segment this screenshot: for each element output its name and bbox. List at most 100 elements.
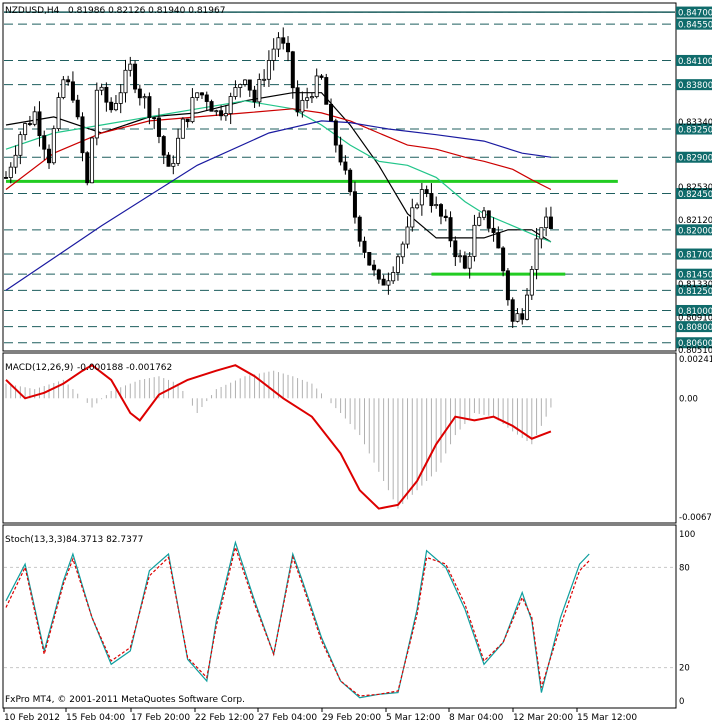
candle-body xyxy=(453,240,458,258)
candle-body xyxy=(510,299,515,322)
price-tick-label: 0.82530 xyxy=(678,183,712,193)
stoch-tick-label: 80 xyxy=(679,563,690,573)
time-label: 15 Feb 04:00 xyxy=(66,713,125,723)
candle-body xyxy=(262,78,267,81)
candle-body xyxy=(496,232,501,249)
stoch-tick-label: 0 xyxy=(679,697,684,707)
candle-body xyxy=(118,92,123,104)
time-axis: 10 Feb 2012 15 Feb 04:00 17 Feb 20:00 22 Fe… xyxy=(3,708,637,723)
candle-body xyxy=(381,278,386,286)
price-label: 0.81450 xyxy=(678,271,712,281)
price-label: 0.84550 xyxy=(678,21,712,31)
candle-body xyxy=(400,243,405,258)
candle-body xyxy=(405,226,410,245)
price-label: 0.83250 xyxy=(678,126,712,136)
candle-body xyxy=(238,84,243,88)
candle-body xyxy=(219,110,224,117)
candle-body xyxy=(458,255,463,258)
candle-body xyxy=(309,96,314,99)
macd-tick-label: 0.00241 xyxy=(679,355,712,365)
candle-body xyxy=(372,264,377,271)
candle-body xyxy=(247,79,252,91)
candle-body xyxy=(171,162,176,167)
candle-body xyxy=(166,154,171,167)
time-label: 27 Feb 04:00 xyxy=(258,713,317,723)
candle-body xyxy=(472,224,477,257)
price-label-box xyxy=(676,151,712,163)
time-label: 10 Feb 2012 xyxy=(4,713,60,723)
candle-body xyxy=(99,86,104,91)
candle-body xyxy=(443,215,448,219)
candle-body xyxy=(410,207,415,228)
price-label-box xyxy=(676,337,712,349)
candle-body xyxy=(23,123,28,136)
candle-body xyxy=(391,272,396,282)
candle-body xyxy=(415,204,420,209)
candle-body xyxy=(185,118,190,123)
candle-body xyxy=(51,128,56,164)
candle-body xyxy=(56,97,61,130)
macd-values: -0.000188 -0.001762 xyxy=(77,363,172,373)
candle-body xyxy=(515,313,520,322)
candle-body xyxy=(257,79,262,103)
candle-body xyxy=(505,270,510,301)
candle-body xyxy=(329,103,334,122)
candle-body xyxy=(75,99,80,118)
candle-body xyxy=(214,110,219,113)
time-label: 29 Feb 20:00 xyxy=(322,713,381,723)
candle-body xyxy=(539,227,544,240)
ma-line xyxy=(5,92,552,243)
price-label-box xyxy=(676,18,712,30)
candle-body xyxy=(338,144,343,163)
candle-body xyxy=(333,120,338,146)
macd-signal-line xyxy=(5,363,552,510)
candle-body xyxy=(94,89,99,139)
candle-body xyxy=(90,137,95,184)
price-label: 0.82000 xyxy=(678,226,712,236)
candle-body xyxy=(37,111,42,137)
candle-body xyxy=(352,191,357,218)
price-label-box xyxy=(676,304,712,316)
stoch-signal-line xyxy=(5,545,590,697)
stoch-title: Stoch(13,3,3) xyxy=(5,535,66,545)
price-label: 0.82900 xyxy=(678,154,712,164)
candle-body xyxy=(128,63,133,71)
price-label-box xyxy=(676,321,712,333)
candle-body xyxy=(70,81,75,101)
price-tick-label: 0.82120 xyxy=(678,216,712,226)
candle-body xyxy=(295,87,300,113)
candle-body xyxy=(85,152,90,184)
price-label: 0.80800 xyxy=(678,323,712,333)
candles xyxy=(4,27,553,328)
candle-body xyxy=(123,69,128,94)
candle-body xyxy=(61,79,66,98)
candle-body xyxy=(161,136,166,156)
candle-body xyxy=(242,79,247,85)
candle-body xyxy=(395,256,400,273)
candle-body xyxy=(204,94,209,102)
candle-body xyxy=(80,116,85,154)
price-label: 0.81700 xyxy=(678,251,712,261)
candle-body xyxy=(133,63,138,90)
candle-body xyxy=(429,193,434,207)
candle-body xyxy=(477,216,482,226)
candle-body xyxy=(314,75,319,98)
symbol-label: NZDUSD,H4 xyxy=(5,6,60,16)
candle-body xyxy=(147,96,152,118)
price-label-box xyxy=(676,284,712,296)
candle-body xyxy=(348,169,353,193)
time-label: 15 Mar 12:00 xyxy=(577,713,637,723)
candle-body xyxy=(434,204,439,207)
candle-body xyxy=(467,255,472,269)
price-label: 0.82450 xyxy=(678,190,712,200)
candle-body xyxy=(8,166,13,178)
candle-body xyxy=(324,77,329,105)
price-label: 0.81000 xyxy=(678,307,712,317)
time-label: 8 Mar 04:00 xyxy=(449,713,504,723)
candle-body xyxy=(266,60,271,80)
price-label-box xyxy=(676,268,712,280)
price-label-box xyxy=(676,224,712,236)
price-tick-label: 0.80910 xyxy=(678,314,712,324)
candle-body xyxy=(290,51,295,89)
candle-body xyxy=(271,48,276,61)
